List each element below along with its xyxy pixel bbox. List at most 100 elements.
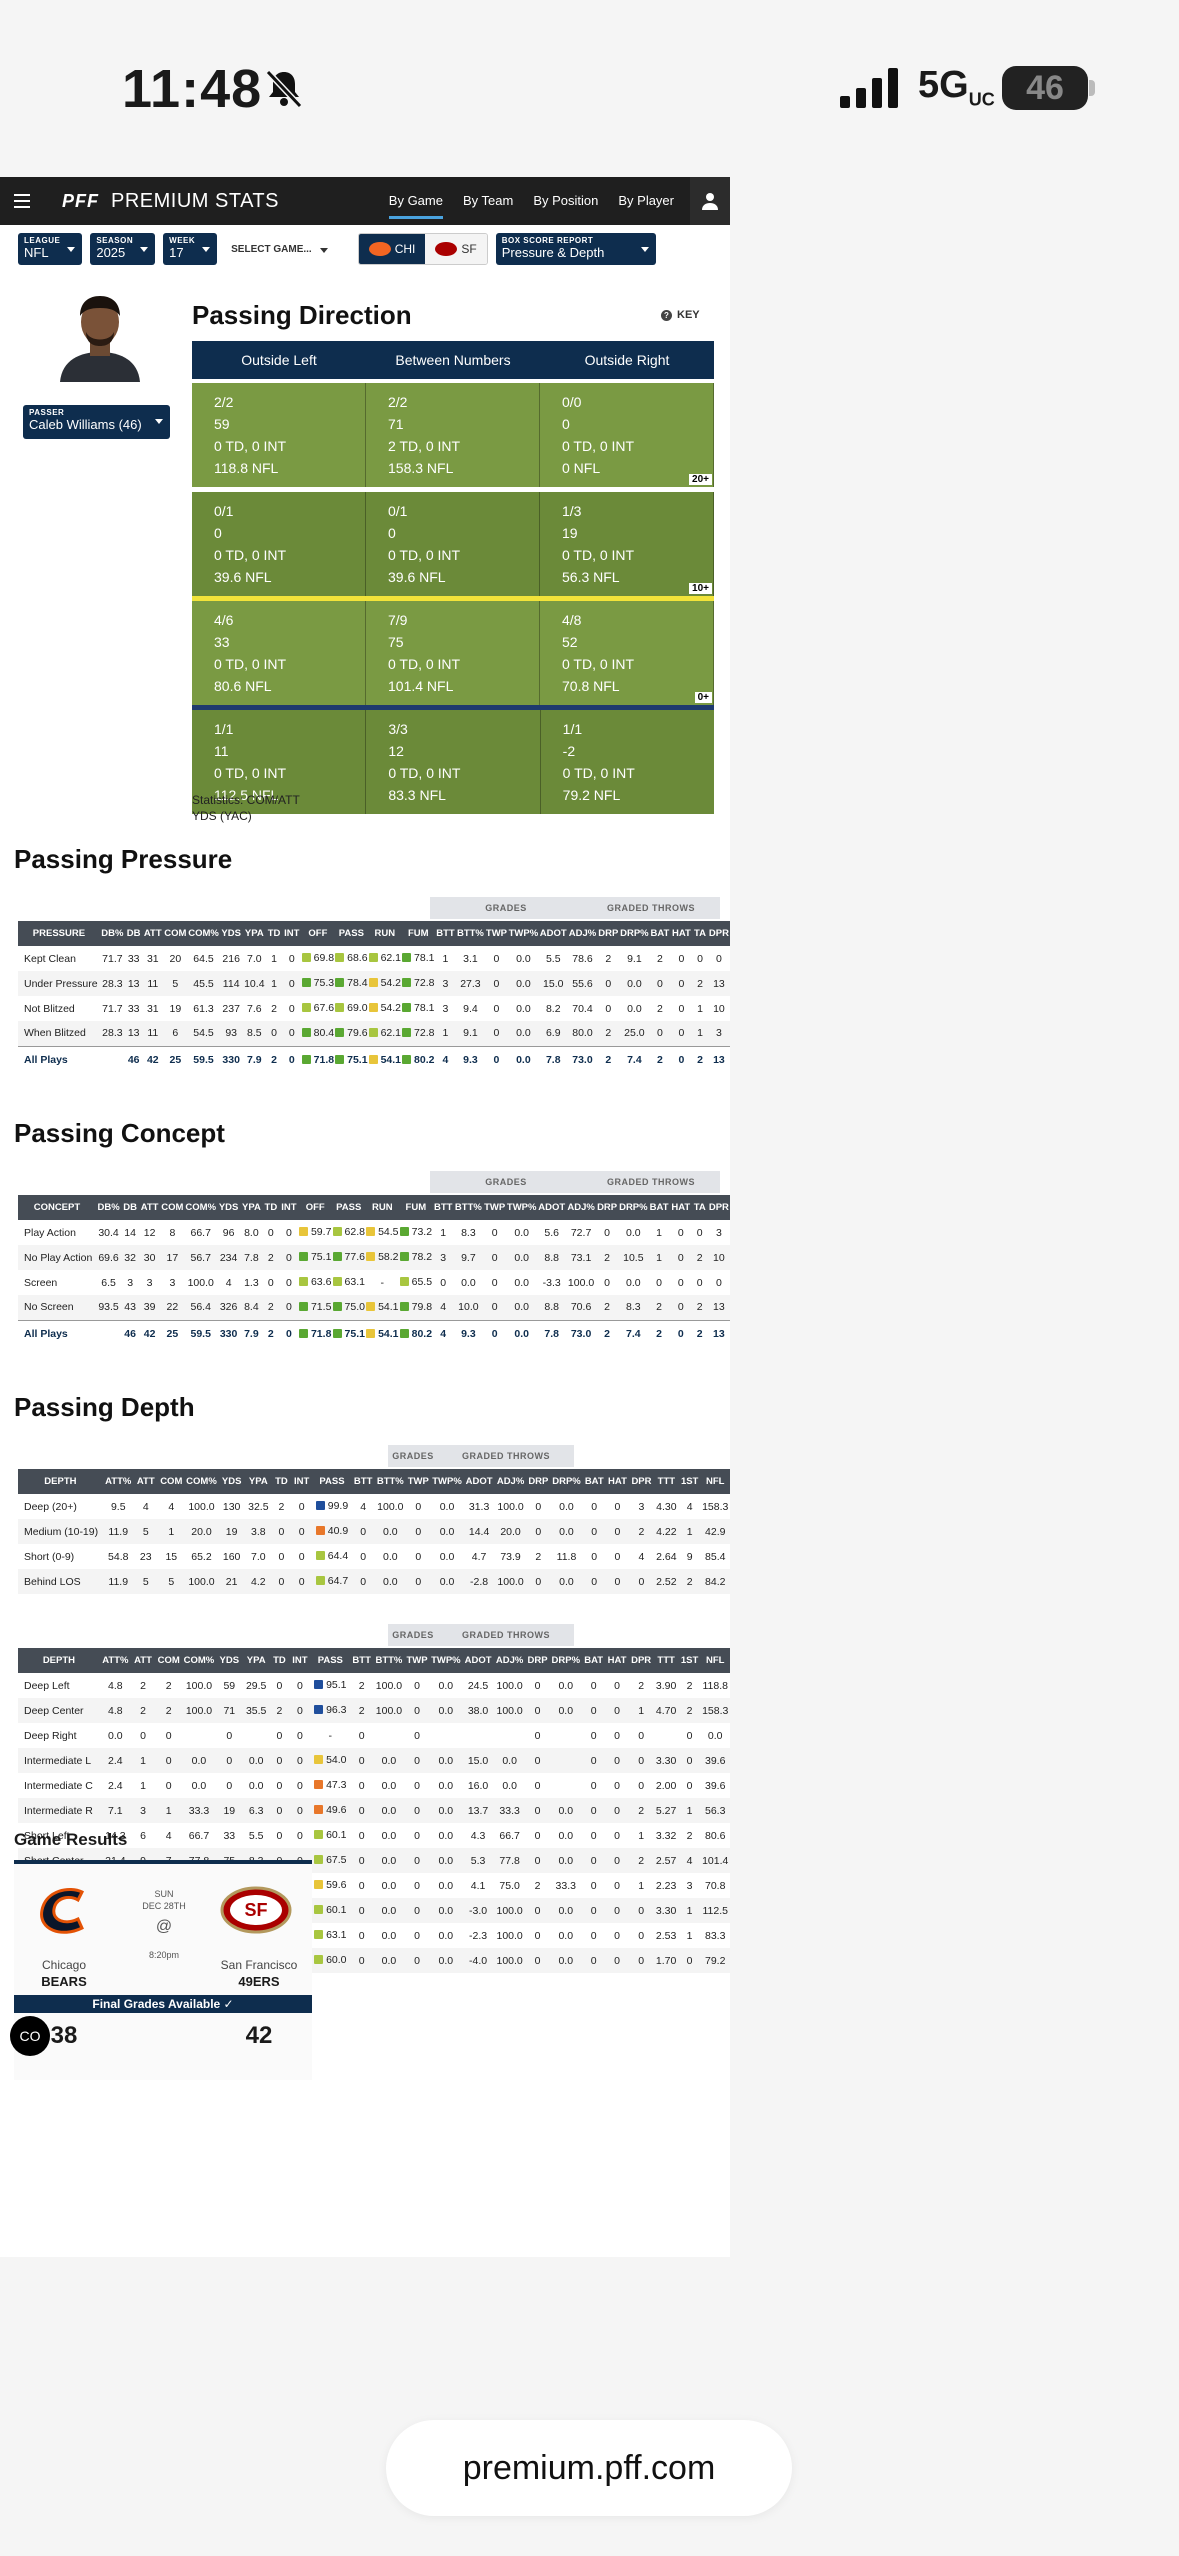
column-header[interactable]: TWP bbox=[406, 1469, 431, 1494]
column-header[interactable]: DRP bbox=[526, 1469, 550, 1494]
table-row[interactable]: No Screen 93.5 43 39 22 56.4 326 8.4 2 0 71.5 75.0 5… bbox=[18, 1295, 730, 1320]
column-header[interactable]: YDS bbox=[216, 1648, 243, 1673]
column-header[interactable]: DRP% bbox=[550, 1469, 582, 1494]
column-header[interactable]: BTT% bbox=[456, 921, 485, 946]
column-header[interactable]: BAT bbox=[648, 1195, 669, 1220]
table-row[interactable]: Deep (20+) 9.5 4 4 100.0 130 32.5 2 0 99.9 4 100.0 0… bbox=[18, 1494, 730, 1519]
field-zone-cell[interactable]: 7/9 75 0 TD, 0 INT 101.4 NFL bbox=[366, 601, 540, 705]
table-row[interactable]: Medium (10-19) 11.9 5 1 20.0 19 3.8 0 0 40.9 0 0.0 0… bbox=[18, 1519, 730, 1544]
column-header[interactable]: YDS bbox=[217, 1195, 241, 1220]
table-row[interactable]: No Play Action 69.6 32 30 17 56.7 234 7.8 2 0 75.1… bbox=[18, 1245, 730, 1270]
field-zone-cell[interactable]: 3/3 12 0 TD, 0 INT 83.3 NFL bbox=[366, 710, 540, 814]
column-header[interactable]: TWP% bbox=[506, 1195, 537, 1220]
column-header[interactable]: BAT bbox=[649, 921, 670, 946]
column-header[interactable]: COM% bbox=[185, 1195, 217, 1220]
column-header[interactable]: INT bbox=[279, 1195, 298, 1220]
column-header[interactable]: OFF bbox=[298, 1195, 332, 1220]
table-row[interactable]: Deep Center 4.8 2 2 100.0 71 35.5 2 0 96.3 2 100.0 0… bbox=[18, 1698, 730, 1723]
column-header[interactable]: DB bbox=[121, 1195, 139, 1220]
table-row[interactable]: Under Pressure 28.3 13 11 5 45.5 114 10.4 1 0 75.3… bbox=[18, 971, 730, 996]
week-dropdown[interactable]: WEEK 17 bbox=[163, 233, 217, 265]
field-zone-cell[interactable]: 0/1 0 0 TD, 0 INT 39.6 NFL bbox=[192, 492, 366, 596]
user-account-icon[interactable] bbox=[690, 177, 730, 225]
column-header[interactable]: HAT bbox=[605, 1648, 628, 1673]
column-header[interactable]: INT bbox=[289, 1648, 310, 1673]
column-header[interactable]: COM% bbox=[182, 1648, 216, 1673]
table-row[interactable]: Play Action 30.4 14 12 8 66.7 96 8.0 0 0 59.7 62.8 5… bbox=[18, 1220, 730, 1245]
column-header[interactable]: DRP% bbox=[618, 1195, 648, 1220]
column-header[interactable]: TD bbox=[266, 921, 283, 946]
field-zone-cell[interactable]: 4/6 33 0 TD, 0 INT 80.6 NFL bbox=[192, 601, 366, 705]
field-zone-cell[interactable]: 2/2 71 2 TD, 0 INT 158.3 NFL bbox=[366, 383, 540, 487]
column-header[interactable]: DPR bbox=[708, 921, 730, 946]
column-header[interactable]: RUN bbox=[368, 921, 401, 946]
column-header[interactable]: TWP bbox=[483, 1195, 506, 1220]
column-header[interactable]: BAT bbox=[582, 1648, 605, 1673]
column-header[interactable]: INT bbox=[282, 921, 301, 946]
column-header[interactable]: TWP% bbox=[431, 1469, 464, 1494]
column-header[interactable]: TD bbox=[272, 1469, 292, 1494]
column-header[interactable]: BTT bbox=[352, 1469, 375, 1494]
column-header[interactable]: DEPTH bbox=[18, 1469, 103, 1494]
browser-url-bar[interactable]: premium.pff.com bbox=[386, 2420, 792, 2516]
column-header[interactable]: DPR bbox=[708, 1195, 730, 1220]
team-chi-button[interactable]: CHI bbox=[359, 234, 426, 264]
table-row[interactable]: Not Blitzed 71.7 33 31 19 61.3 237 7.6 2 0 67.6 69.… bbox=[18, 996, 730, 1021]
column-header[interactable]: ADOT bbox=[462, 1648, 493, 1673]
column-header[interactable]: DB% bbox=[96, 1195, 121, 1220]
nav-by-team[interactable]: By Team bbox=[463, 177, 513, 225]
field-zone-cell[interactable]: 0/1 0 0 TD, 0 INT 39.6 NFL bbox=[366, 492, 540, 596]
column-header[interactable]: TWP% bbox=[508, 921, 539, 946]
field-zone-cell[interactable]: 1/1 -2 0 TD, 0 INT 79.2 NFL bbox=[541, 710, 714, 814]
column-header[interactable]: YPA bbox=[243, 921, 266, 946]
column-header[interactable]: ADJ% bbox=[494, 1648, 526, 1673]
column-header[interactable]: ADJ% bbox=[566, 1195, 596, 1220]
column-header[interactable]: RUN bbox=[366, 1195, 400, 1220]
column-header[interactable]: DPR bbox=[629, 1469, 654, 1494]
column-header[interactable]: TWP% bbox=[429, 1648, 462, 1673]
table-row[interactable]: Screen 6.5 3 3 3 100.0 4 1.3 0 0 63.6 63.1-65.5 0 0.0… bbox=[18, 1270, 730, 1295]
passer-dropdown[interactable]: PASSER Caleb Williams (46) bbox=[23, 405, 170, 439]
column-header[interactable]: PASS bbox=[335, 921, 368, 946]
table-row[interactable]: Deep Right 0.0 0 0 0 0 0-0 0 0 0 0 0 0 0.0 bbox=[18, 1723, 730, 1748]
column-header[interactable]: YDS bbox=[220, 921, 243, 946]
field-zone-cell[interactable]: 0/0 0 0 TD, 0 INT 0 NFL bbox=[540, 383, 714, 487]
column-header[interactable]: BTT% bbox=[373, 1648, 404, 1673]
column-header[interactable]: ADJ% bbox=[495, 1469, 527, 1494]
column-header[interactable]: BAT bbox=[583, 1469, 606, 1494]
column-header[interactable]: DEPTH bbox=[18, 1648, 100, 1673]
nav-by-game[interactable]: By Game bbox=[389, 177, 443, 225]
table-row[interactable]: All Plays 46 42 25 59.5 330 7.9 2 0 71.8 75.1 54.1 8… bbox=[18, 1046, 730, 1074]
column-header[interactable]: COM bbox=[160, 1195, 185, 1220]
column-header[interactable]: ADOT bbox=[537, 1195, 566, 1220]
column-header[interactable]: COM bbox=[158, 1469, 185, 1494]
table-row[interactable]: Intermediate C 2.4 1 0 0.0 0 0.0 0 0 47.3 0 0.0 0 0.0… bbox=[18, 1773, 730, 1798]
game-select-dropdown[interactable]: SELECT GAME... bbox=[231, 244, 328, 255]
table-row[interactable]: All Plays 46 42 25 59.5 330 7.9 2 0 71.8 75.1 54.1 8… bbox=[18, 1320, 730, 1348]
column-header[interactable]: ATT bbox=[142, 921, 163, 946]
column-header[interactable]: HAT bbox=[606, 1469, 629, 1494]
column-header[interactable]: DRP% bbox=[550, 1648, 582, 1673]
column-header[interactable]: ATT% bbox=[103, 1469, 134, 1494]
column-header[interactable]: PASS bbox=[332, 1195, 366, 1220]
column-header[interactable]: ATT bbox=[134, 1469, 158, 1494]
column-header[interactable]: COM% bbox=[185, 1469, 219, 1494]
column-header[interactable]: ADJ% bbox=[568, 921, 597, 946]
column-header[interactable]: ATT% bbox=[100, 1648, 131, 1673]
column-header[interactable]: ADOT bbox=[539, 921, 568, 946]
column-header[interactable]: BTT bbox=[435, 921, 456, 946]
field-zone-cell[interactable]: 4/8 52 0 TD, 0 INT 70.8 NFL bbox=[540, 601, 714, 705]
column-header[interactable]: YPA bbox=[245, 1469, 272, 1494]
box-score-report-dropdown[interactable]: BOX SCORE REPORT Pressure & Depth bbox=[496, 233, 656, 265]
column-header[interactable]: DB% bbox=[100, 921, 125, 946]
column-header[interactable]: 1ST bbox=[679, 1469, 701, 1494]
column-header[interactable]: TTT bbox=[654, 1648, 679, 1673]
column-header[interactable]: NFL bbox=[700, 1648, 730, 1673]
column-header[interactable]: COM% bbox=[188, 921, 220, 946]
column-header[interactable]: ATT bbox=[131, 1648, 155, 1673]
column-header[interactable]: NFL bbox=[700, 1469, 730, 1494]
column-header[interactable]: HAT bbox=[671, 921, 693, 946]
game-result-card[interactable]: SF Chicago BEARS San Francisco 49ERS SUN… bbox=[14, 1860, 312, 2080]
column-header[interactable]: OFF bbox=[301, 921, 334, 946]
table-row[interactable]: When Blitzed 28.3 13 11 6 54.5 93 8.5 0 0 80.4 79.6… bbox=[18, 1021, 730, 1046]
